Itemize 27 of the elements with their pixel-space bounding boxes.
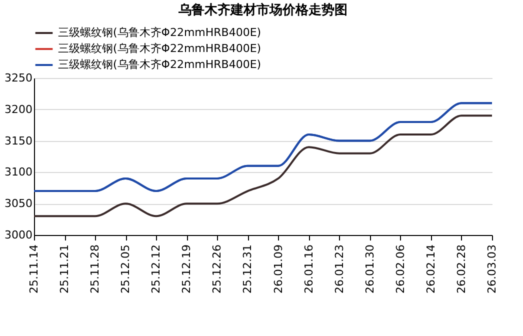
x-tick-label: 26.01.09 [272,244,285,294]
y-tick-label: 3150 [4,134,32,148]
chart-title: 乌鲁木齐建材市场价格走势图 [178,2,348,18]
x-tick-label: 26.02.14 [424,244,438,294]
y-tick-label: 3200 [4,102,32,116]
y-tick-label: 3100 [4,166,32,179]
legend-label: 三级螺纹钢(乌鲁木齐Φ22mmHRB400E) [58,42,262,55]
x-tick-label: 26.01.30 [363,244,376,294]
x-tick-label: 25.12.26 [210,244,224,294]
y-tick-label: 3050 [4,197,32,210]
x-tick-label: 25.11.14 [28,244,40,294]
y-tick-label: 3250 [4,72,32,84]
line-series [33,114,493,218]
x-tick-label: 25.11.28 [88,244,102,294]
x-tick-label: 26.01.23 [332,244,346,294]
legend-label: 三级螺纹钢(乌鲁木齐Φ22mmHRB400E) [58,58,262,71]
legend-label: 三级螺纹钢(乌鲁木齐Φ22mmHRB400E) [58,26,262,39]
x-tick-label: 25.11.21 [58,244,72,294]
x-tick-label: 25.12.31 [241,244,254,294]
x-tick-label: 26.03.03 [486,244,498,294]
x-tick-label: 26.02.06 [394,244,407,294]
y-tick-label: 3000 [4,228,32,242]
x-tick-label: 25.12.12 [150,244,163,294]
x-tick-label: 26.02.28 [454,244,468,294]
x-tick-label: 25.12.19 [180,244,194,294]
x-tick-label: 25.12.05 [119,244,132,294]
x-tick-label: 26.01.16 [302,244,316,294]
